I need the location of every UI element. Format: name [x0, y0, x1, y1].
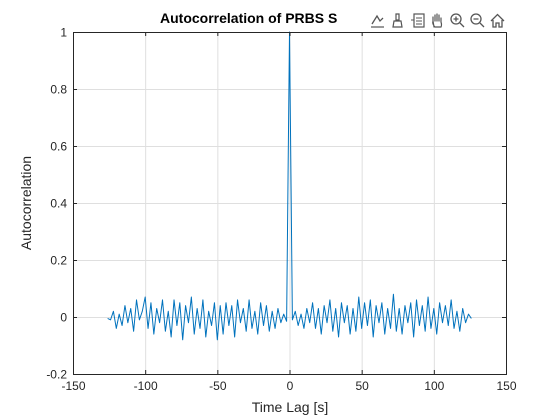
axes-toolbar: [366, 10, 509, 30]
chart-title: Autocorrelation of PRBS S: [160, 10, 338, 26]
x-tick-label: 50: [355, 379, 369, 393]
x-tick-label: 0: [287, 379, 294, 393]
x-tick-label: 150: [496, 379, 516, 393]
x-tick-label: -100: [134, 379, 158, 393]
x-axis-title: Time Lag [s]: [251, 399, 329, 415]
y-axis-title: Autocorrelation: [18, 155, 34, 251]
y-tick-label: -0.2: [46, 368, 67, 382]
x-tick-label: -50: [209, 379, 227, 393]
legend-export-icon[interactable]: [408, 11, 427, 30]
x-tick-label: -150: [61, 379, 85, 393]
brush-icon[interactable]: [388, 11, 407, 30]
y-tick-label: 1: [60, 26, 67, 40]
zoom-out-icon[interactable]: [468, 11, 487, 30]
data-tips-icon[interactable]: [368, 11, 387, 30]
y-tick-label: 0.8: [50, 83, 67, 97]
home-icon[interactable]: [488, 11, 507, 30]
y-tick-label: 0: [60, 311, 67, 325]
y-tick-label: 0.4: [50, 197, 67, 211]
pan-icon[interactable]: [428, 11, 447, 30]
y-tick-label: 0.2: [50, 254, 67, 268]
y-tick-label: 0.6: [50, 140, 67, 154]
x-tick-label: 100: [424, 379, 444, 393]
zoom-in-icon[interactable]: [448, 11, 467, 30]
